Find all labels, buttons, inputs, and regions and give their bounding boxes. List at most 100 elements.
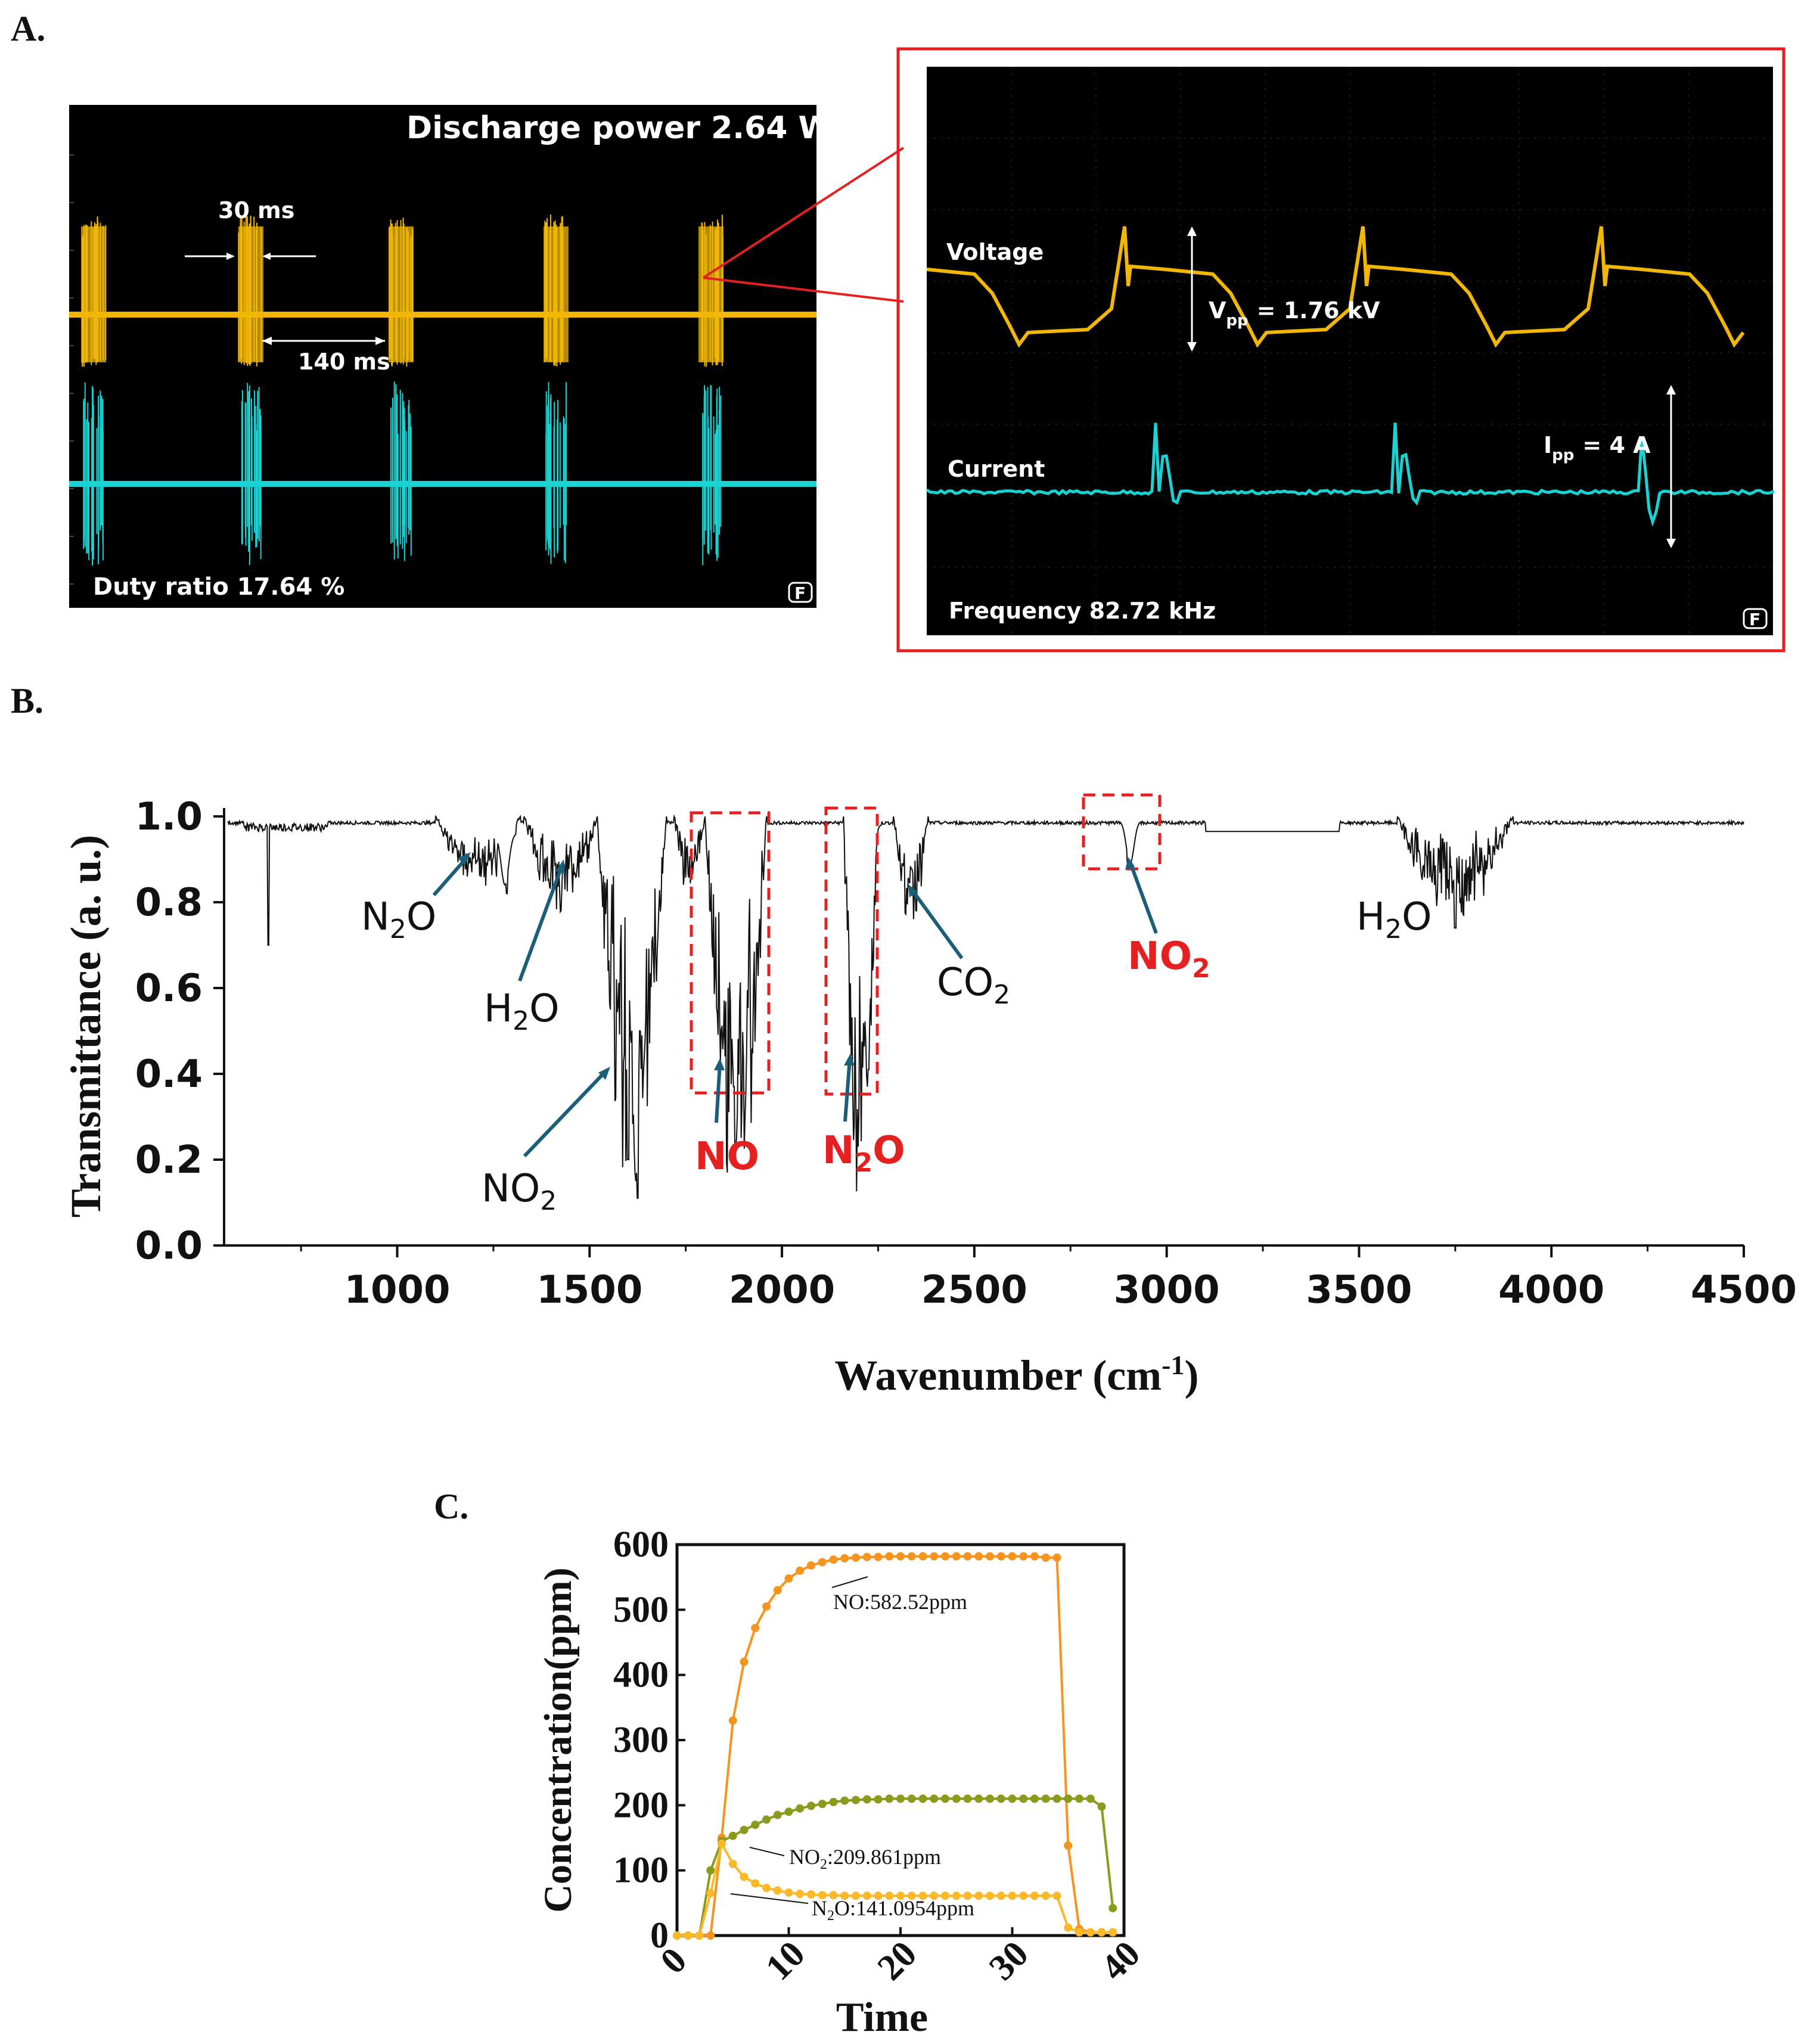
series-point-n2o <box>852 1891 860 1900</box>
vpp-arrowhead-bottom <box>1187 342 1197 352</box>
series-point-no <box>1019 1552 1028 1561</box>
series-point-no2 <box>706 1866 715 1875</box>
anno-co2: CO2 <box>937 961 1010 1010</box>
series-point-no <box>762 1602 771 1611</box>
series-point-no2 <box>896 1794 905 1803</box>
series-point-n2o <box>1052 1891 1061 1900</box>
series-line-no <box>677 1555 1113 1937</box>
series-point-n2o <box>1041 1891 1050 1900</box>
anno-no: NO <box>695 1135 759 1179</box>
series-point-no <box>706 1931 715 1940</box>
anno-no2-series: NO2:209.861ppm <box>789 1845 941 1872</box>
series-point-no2 <box>1064 1794 1073 1803</box>
ftir-spectrum-line <box>227 814 1744 1199</box>
vpp-arrowhead-top <box>1187 226 1197 236</box>
concentration-y-tick-label: 200 <box>613 1785 669 1825</box>
series-point-n2o <box>896 1891 905 1900</box>
ftir-x-axis-title: Wavenumber (cm-1) <box>835 1350 1199 1399</box>
arrowhead-n2o-red <box>844 1054 855 1066</box>
arrow-no2-left <box>523 1068 608 1158</box>
ftir-y-tick-label: 0.4 <box>135 1052 203 1096</box>
series-point-no2 <box>941 1794 949 1803</box>
series-point-no2 <box>1075 1794 1083 1803</box>
ftir-x-tick-label: 2000 <box>729 1268 835 1312</box>
ftir-x-tick-label: 4500 <box>1691 1268 1797 1312</box>
series-point-no <box>986 1552 994 1561</box>
series-point-no2 <box>996 1794 1005 1803</box>
series-point-n2o <box>986 1891 994 1900</box>
panel-label-c: C. <box>434 1487 468 1526</box>
series-point-n2o <box>907 1891 916 1900</box>
frequency-label: Frequency 82.72 kHz <box>949 598 1216 624</box>
concentration-x-tick-label: 30 <box>982 1933 1036 1988</box>
series-point-no2 <box>1041 1794 1050 1803</box>
duty-ratio-label: Duty ratio 17.64 % <box>93 573 344 601</box>
zoom-connector-top <box>702 147 905 279</box>
pulse-width-label: 30 ms <box>218 197 294 223</box>
series-point-n2o <box>885 1891 894 1900</box>
ftir-y-tick-label: 0.2 <box>135 1138 203 1182</box>
highlight-box-n2o <box>824 806 879 1096</box>
oscilloscope-right-grid <box>927 67 1773 635</box>
highlight-box-no2 <box>1082 793 1162 871</box>
concentration-y-axis-title: Concentration(ppm) <box>536 1567 580 1912</box>
series-point-n2o <box>1086 1928 1095 1937</box>
series-point-no <box>885 1552 894 1561</box>
series-point-n2o <box>1064 1923 1073 1932</box>
arrow-h2o-left <box>518 863 564 982</box>
series-point-no <box>740 1657 749 1666</box>
corner-badge-left-text: F <box>794 583 806 603</box>
anno-no-series: NO:582.52ppm <box>833 1590 967 1614</box>
corner-badge-right <box>1743 608 1768 629</box>
concentration-y-tick-label: 400 <box>613 1655 669 1695</box>
panel-label-b: B. <box>11 681 44 720</box>
zoom-frame <box>896 47 1786 653</box>
discharge-power-label: Discharge power 2.64 W <box>406 110 833 146</box>
series-line-no2 <box>677 1797 1114 1937</box>
series-point-no2 <box>1097 1802 1106 1811</box>
series-point-no <box>852 1553 860 1562</box>
concentration-series <box>673 1552 1117 1940</box>
series-point-no2 <box>974 1794 983 1803</box>
ftir-chart: 1000 1500 2000 2500 3000 3500 4000 4500 0.0 0.2 0.… <box>62 793 1797 1399</box>
anno-n2o-series: N2O:141.0954ppm <box>812 1896 974 1924</box>
series-point-n2o <box>918 1891 927 1900</box>
series-point-n2o <box>1019 1891 1028 1900</box>
concentration-y-tick-label: 500 <box>613 1589 669 1630</box>
zoom-connector-bottom <box>703 277 904 303</box>
series-point-n2o <box>874 1891 883 1900</box>
ipp-arrowhead-top <box>1666 385 1676 394</box>
series-point-n2o <box>773 1886 782 1895</box>
ftir-x-tick-label: 4000 <box>1498 1268 1604 1312</box>
series-point-n2o <box>673 1931 681 1940</box>
series-point-n2o <box>840 1891 849 1900</box>
series-point-no2 <box>852 1796 860 1804</box>
series-point-no <box>952 1552 961 1561</box>
concentration-y-tick-label: 600 <box>613 1524 669 1565</box>
arrowhead-h2o-left <box>555 859 565 874</box>
series-point-no <box>829 1555 838 1564</box>
series-point-n2o <box>941 1891 949 1900</box>
series-point-no2 <box>1086 1794 1095 1803</box>
series-point-n2o <box>728 1859 737 1868</box>
oscilloscope-left-bursts <box>81 215 723 566</box>
series-point-no <box>862 1552 871 1561</box>
concentration-x-axis-title: Time <box>836 1995 928 2040</box>
oscilloscope-left: Discharge power 2.64 W 30 ms 140 ms Duty… <box>69 105 833 608</box>
series-point-no <box>840 1554 849 1562</box>
anno-h2o-right: H2O <box>1356 895 1432 945</box>
series-point-n2o <box>796 1890 805 1899</box>
series-point-no2 <box>829 1797 838 1806</box>
series-point-no2 <box>1030 1794 1039 1803</box>
series-point-no <box>996 1552 1005 1561</box>
arrow-n2o-red <box>843 1058 852 1122</box>
series-point-no2 <box>862 1795 871 1804</box>
arrowhead-no2-left <box>598 1067 610 1080</box>
series-point-n2o <box>718 1839 726 1848</box>
series-point-n2o <box>1008 1891 1017 1900</box>
anno-n2o-red: N2O <box>822 1129 905 1178</box>
ftir-y-axis-title: Transmittance (a. u.) <box>62 835 110 1218</box>
series-point-no2 <box>885 1794 894 1803</box>
ftir-x-tick-label: 1500 <box>536 1268 642 1312</box>
